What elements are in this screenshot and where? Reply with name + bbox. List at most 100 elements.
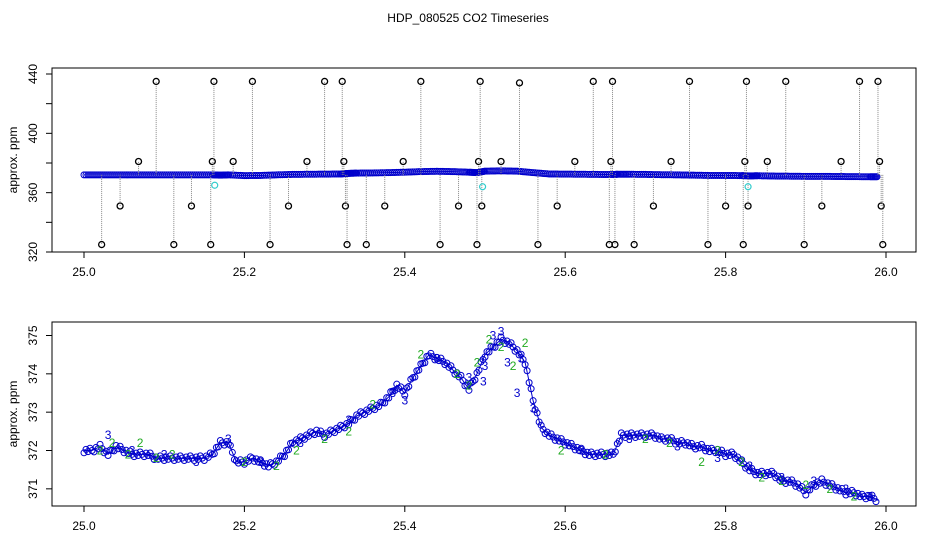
plot-frame (51, 321, 917, 507)
spike-point (649, 202, 658, 210)
zoom-point (471, 376, 479, 384)
panel-full-range: 25.0 25.2 25.4 25.6 25.8 26.0 320 360 400 440 appr… (6, 64, 917, 279)
spike-point (782, 77, 790, 86)
spike-point (97, 240, 106, 249)
code-2-marker: 2 (137, 436, 144, 450)
zoom-point (507, 339, 515, 347)
spike-point (436, 240, 444, 249)
zoom-point (663, 434, 671, 442)
zoom-point (782, 479, 790, 487)
code-3-marker: 3 (578, 444, 585, 458)
code-3-marker: 3 (480, 375, 487, 389)
spike-point (875, 157, 884, 166)
spike-point (739, 240, 747, 249)
y-tick-label: 400 (26, 123, 40, 143)
panel-zoomed: 25.0 25.2 25.4 25.6 25.8 26.0 371 372 373 374 375 a… (6, 321, 917, 533)
spike-point (381, 202, 389, 210)
x-tick-label: 25.0 (72, 265, 96, 279)
zoom-point (679, 439, 687, 447)
code-2-marker: 2 (851, 490, 858, 504)
spike-point (266, 240, 274, 249)
cyan-point (478, 183, 487, 191)
zoom-point (228, 448, 236, 456)
zoom-point (661, 437, 669, 445)
x-tick-label: 25.8 (714, 519, 738, 533)
spike-point (399, 157, 407, 166)
zoom-point (726, 451, 734, 459)
zoom-point (543, 428, 551, 436)
zoom-point (411, 373, 419, 381)
spike-point (362, 240, 370, 249)
code-2-marker: 2 (273, 459, 280, 473)
zoom-point (645, 432, 653, 440)
spike-point (473, 240, 481, 249)
zoom-point (601, 453, 609, 461)
spike-point (818, 202, 826, 210)
zoom-point (605, 451, 613, 459)
code-2-marker: 2 (602, 447, 609, 461)
y-tick-label: 374 (26, 364, 40, 384)
code-3-marker: 3 (514, 386, 521, 400)
zoom-point (722, 453, 730, 461)
spike-point (589, 77, 597, 86)
zoom-point (842, 491, 850, 499)
zoom-point (465, 386, 473, 394)
y-tick-label: 375 (26, 325, 40, 345)
y-axis-label: approx. ppm (6, 381, 20, 448)
zoom-point (210, 450, 218, 458)
code-2-marker: 2 (827, 482, 834, 496)
spike-point (611, 240, 619, 249)
zoom-point (80, 449, 88, 457)
zoom-point (403, 384, 411, 392)
code-2-marker: 2 (153, 451, 160, 465)
code-2-marker: 2 (417, 348, 424, 362)
spike-point (742, 77, 751, 86)
code-3-marker: 3 (161, 447, 168, 461)
spike-point (630, 240, 638, 249)
spike-point (877, 202, 885, 210)
zoom-point (469, 378, 477, 385)
spike-point (208, 157, 216, 166)
zoom-point (621, 433, 629, 441)
y-tick-label: 372 (26, 440, 40, 460)
code-3-marker: 3 (466, 371, 473, 385)
zoom-point (226, 441, 234, 449)
zoom-point (872, 498, 880, 506)
spike-point (741, 157, 749, 166)
cyan-point (211, 181, 219, 189)
code-3-marker: 3 (389, 386, 396, 400)
x-tick-label: 26.0 (874, 519, 898, 533)
zoom-point (285, 446, 293, 454)
spike-point (855, 77, 864, 86)
code-3-marker: 3 (105, 428, 112, 442)
x-tick-label: 25.6 (554, 519, 578, 533)
spike-point (152, 77, 160, 86)
zoom-point (391, 387, 399, 395)
zoom-point (848, 486, 856, 494)
zoom-point (611, 448, 619, 456)
code-2-marker: 2 (498, 340, 505, 354)
code-2-marker: 2 (345, 424, 352, 438)
x-tick-label: 25.2 (233, 519, 257, 533)
spike-point (685, 77, 694, 86)
spike-point (476, 77, 484, 86)
y-tick-label: 320 (26, 242, 40, 262)
code-2-marker: 2 (474, 355, 481, 369)
baseline-point (873, 173, 881, 181)
zoom-point (846, 490, 854, 498)
spike-point (534, 240, 542, 249)
code-2-marker: 2 (97, 444, 104, 458)
zoom-point (270, 461, 278, 469)
zoom-point (343, 419, 351, 427)
zoom-point (529, 397, 537, 405)
zoom-point (862, 495, 870, 503)
code-3-marker: 3 (434, 352, 441, 366)
zoom-point (816, 479, 824, 487)
code-2-marker: 2 (293, 444, 300, 458)
spike-point (478, 202, 486, 210)
zoom-point (696, 444, 704, 452)
spike-point (116, 202, 124, 210)
zoom-point (190, 456, 198, 464)
code-3-marker: 3 (778, 470, 785, 484)
code-2-marker: 2 (466, 378, 473, 392)
